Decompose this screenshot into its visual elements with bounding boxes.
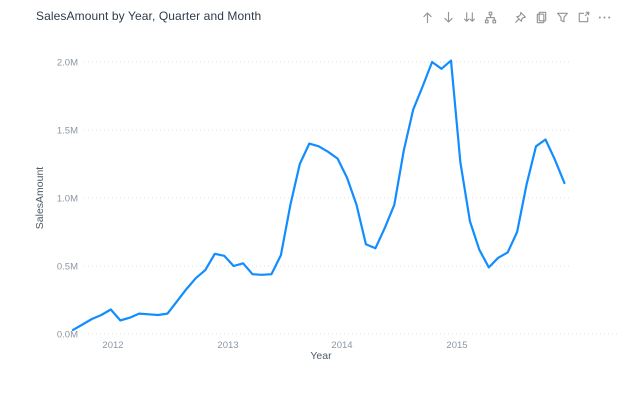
y-axis-title: SalesAmount xyxy=(34,166,46,230)
x-axis-tick-label: 2015 xyxy=(446,340,467,351)
filter-icon[interactable] xyxy=(554,9,570,25)
x-axis-tick-label: 2012 xyxy=(102,340,123,351)
y-axis-tick-label: 0.0M xyxy=(57,330,78,341)
copy-icon[interactable] xyxy=(533,9,549,25)
x-axis-tick-label: 2014 xyxy=(331,340,352,351)
visual-title: SalesAmount by Year, Quarter and Month xyxy=(36,9,262,23)
drill-down-icon[interactable] xyxy=(440,9,456,25)
x-axis-title: Year xyxy=(310,350,332,362)
expand-all-icon[interactable] xyxy=(482,9,498,25)
go-to-next-level-icon[interactable] xyxy=(461,9,477,25)
focus-mode-icon[interactable] xyxy=(575,9,591,25)
pin-visual-icon[interactable] xyxy=(512,9,528,25)
drill-up-icon[interactable] xyxy=(419,9,435,25)
x-axis-tick-label: 2013 xyxy=(217,340,238,351)
y-axis-tick-label: 0.5M xyxy=(57,262,78,273)
visual-header-toolbar xyxy=(419,9,612,25)
y-axis-tick-label: 1.0M xyxy=(57,194,78,205)
more-options-icon[interactable] xyxy=(596,9,612,25)
y-axis-tick-label: 2.0M xyxy=(57,58,78,69)
y-axis-tick-label: 1.5M xyxy=(57,126,78,137)
sales-line-series[interactable] xyxy=(71,59,566,331)
